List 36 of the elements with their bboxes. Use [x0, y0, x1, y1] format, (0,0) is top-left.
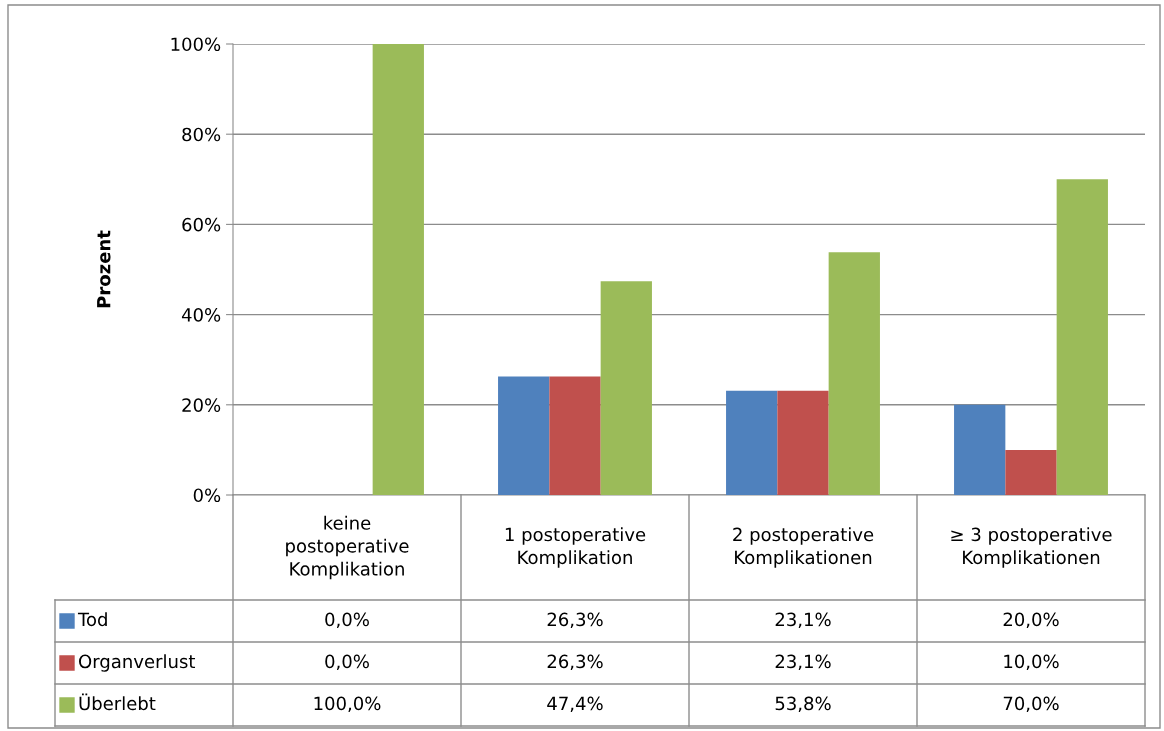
data-label: 100,0%: [314, 696, 381, 713]
data-label: 70,0%: [1003, 696, 1059, 713]
legend-label: Tod: [77, 612, 107, 627]
data-label: 20,0%: [1003, 612, 1059, 629]
bar: [600, 281, 652, 495]
x-tick-label: ≥ 3 postoperative Komplikationen: [951, 527, 1112, 568]
data-label: 47,4%: [547, 696, 603, 713]
data-label: 23,1%: [775, 654, 831, 671]
data-label: 10,0%: [1004, 654, 1059, 671]
data-label: 0,0%: [325, 654, 369, 671]
bar: [549, 376, 601, 495]
y-tick-label: 40%: [181, 308, 221, 322]
y-tick-label: 0%: [193, 488, 221, 503]
bar: [372, 44, 424, 495]
x-tick-label: 2 postoperative Komplikationen: [733, 527, 874, 568]
y-axis-title: Prozent: [97, 230, 111, 308]
data-label: 26,3%: [547, 612, 603, 629]
legend-label: Organverlust: [79, 654, 196, 672]
y-tick-label: 20%: [182, 398, 221, 412]
data-label: 23,1%: [775, 612, 831, 629]
bar: [726, 390, 778, 495]
data-label: 26,3%: [547, 654, 603, 671]
bar: [498, 376, 550, 495]
data-label: 0,0%: [325, 612, 369, 629]
bar: [777, 390, 829, 495]
legend-label: Überlebt: [79, 693, 156, 711]
y-tick-label: 80%: [182, 127, 221, 142]
x-tick-label: 1 postoperative Komplikation: [505, 527, 646, 568]
bar: [1056, 179, 1108, 495]
x-tick-label: keine postoperative Komplikation: [286, 515, 409, 580]
bar: [954, 404, 1006, 495]
bar: [1005, 449, 1057, 495]
bar: [828, 252, 880, 495]
y-tick-label: 100%: [171, 37, 221, 52]
data-label: 53,8%: [775, 696, 831, 713]
y-tick-label: 60%: [182, 217, 221, 232]
